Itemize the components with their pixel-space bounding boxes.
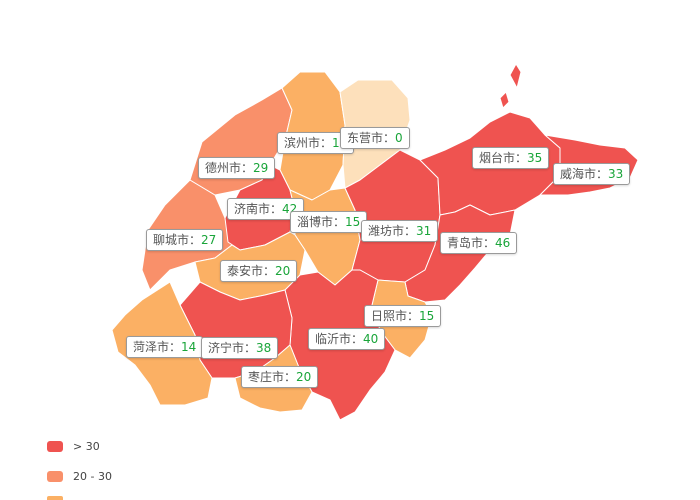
city-name: 烟台市 — [479, 151, 516, 165]
city-value: 35 — [527, 151, 543, 165]
city-value: 38 — [256, 341, 272, 355]
city-name: 聊城市 — [153, 233, 190, 247]
city-label-liaocheng: 聊城市：27 — [146, 229, 224, 251]
legend-item-partial — [47, 496, 63, 500]
city-label-dongying: 东营市：0 — [340, 127, 410, 149]
legend-swatch — [47, 470, 63, 482]
city-label-jining: 济宁市：38 — [201, 337, 279, 359]
city-value: 40 — [363, 332, 379, 346]
city-label-dezhou: 德州市：29 — [198, 157, 276, 179]
city-name: 青岛市 — [447, 236, 484, 250]
city-name: 威海市 — [560, 167, 597, 181]
city-value: 0 — [395, 131, 403, 145]
city-value: 15 — [345, 215, 361, 229]
city-name: 潍坊市 — [368, 224, 405, 238]
city-value: 15 — [419, 309, 435, 323]
city-label-heze: 菏泽市：14 — [126, 336, 204, 358]
city-label-yantai: 烟台市：35 — [472, 147, 550, 169]
city-label-weifang: 潍坊市：31 — [361, 220, 439, 242]
island-north — [509, 63, 522, 89]
legend-label: 20 - 30 — [73, 469, 112, 483]
city-value: 14 — [181, 340, 197, 354]
island-tip — [499, 91, 510, 109]
city-value: 29 — [253, 161, 269, 175]
city-name: 菏泽市 — [133, 340, 170, 354]
city-name: 德州市 — [205, 161, 242, 175]
city-label-qingdao: 青岛市：46 — [440, 232, 518, 254]
city-label-linyi: 临沂市：40 — [308, 328, 386, 350]
city-name: 临沂市 — [315, 332, 352, 346]
city-label-zaozhuang: 枣庄市：20 — [241, 366, 319, 388]
city-label-rizhao: 日照市：15 — [364, 305, 442, 327]
city-label-zibo: 淄博市：15 — [290, 211, 368, 233]
city-name: 日照市 — [371, 309, 408, 323]
city-name: 枣庄市 — [248, 370, 285, 384]
city-value: 20 — [296, 370, 312, 384]
city-name: 济南市 — [234, 202, 271, 216]
city-name: 泰安市 — [227, 264, 264, 278]
city-label-weihai: 威海市：33 — [553, 163, 631, 185]
city-label-taian: 泰安市：20 — [220, 260, 298, 282]
city-label-jinan: 济南市：42 — [227, 198, 305, 220]
city-name: 淄博市 — [297, 215, 334, 229]
legend-item-high[interactable]: > 30 — [47, 439, 100, 453]
city-value: 20 — [275, 264, 291, 278]
city-value: 27 — [201, 233, 217, 247]
city-value: 31 — [416, 224, 432, 238]
city-value: 33 — [608, 167, 624, 181]
legend-label: > 30 — [73, 439, 100, 453]
city-name: 东营市 — [347, 131, 384, 145]
city-value: 46 — [495, 236, 511, 250]
city-name: 滨州市 — [284, 136, 321, 150]
city-name: 济宁市 — [208, 341, 245, 355]
legend-swatch — [47, 440, 63, 452]
legend-item-mid[interactable]: 20 - 30 — [47, 469, 112, 483]
